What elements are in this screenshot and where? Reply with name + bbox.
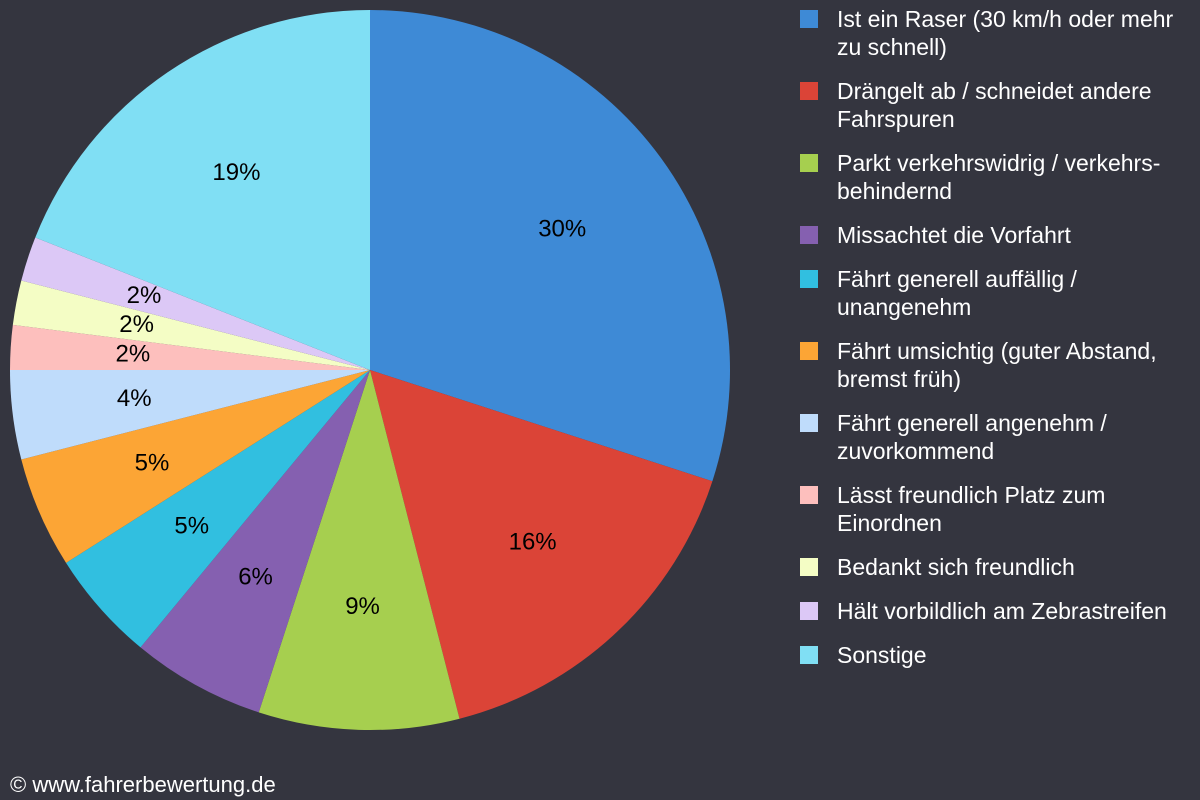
footer: © www.fahrerbewertung.de: [10, 772, 276, 797]
legend-swatch: [800, 558, 818, 576]
legend-item: Hält vorbildlich am Zebrastreifen: [800, 597, 1190, 625]
pie-slice: [21, 370, 371, 563]
legend-label: Sonstige: [837, 642, 927, 668]
legend-label: Fährt umsichtig (guter Abstand, bremst f…: [837, 338, 1157, 392]
pie-slice: [35, 10, 371, 370]
legend-swatch: [800, 602, 818, 620]
data-label: 5%: [135, 450, 170, 477]
legend-item: Fährt generell auffällig / unangenehm: [800, 265, 1190, 321]
legend-label: Bedankt sich freundlich: [837, 554, 1075, 580]
data-label: 2%: [127, 282, 162, 309]
pie-slice: [12, 280, 370, 370]
pie-slice: [258, 370, 460, 731]
legend-label: Missachtet die Vorfahrt: [837, 222, 1071, 248]
legend: Ist ein Raser (30 km/h oder mehr zu schn…: [800, 5, 1190, 669]
legend-swatch: [800, 82, 818, 100]
data-label: 5%: [174, 512, 209, 539]
legend-item: Lässt freundlich Platz zum Einordnen: [800, 481, 1190, 537]
legend-swatch: [800, 414, 818, 432]
legend-item: Fährt umsichtig (guter Abstand, bremst f…: [800, 337, 1190, 393]
legend-item: Drängelt ab / schneidet andere Fahrspure…: [800, 77, 1190, 133]
legend-swatch: [800, 154, 818, 172]
legend-item: Sonstige: [800, 641, 1190, 669]
pie-slice: [370, 10, 731, 482]
legend-label: Fährt generell angenehm / zuvorkommend: [837, 410, 1107, 464]
legend-swatch: [800, 226, 818, 244]
data-label: 16%: [509, 529, 557, 556]
legend-label: Hält vorbildlich am Zebrastreifen: [837, 598, 1167, 624]
pie-slice: [10, 324, 370, 370]
data-label: 9%: [345, 593, 380, 620]
data-label: 6%: [238, 564, 273, 591]
legend-swatch: [800, 10, 818, 28]
legend-item: Ist ein Raser (30 km/h oder mehr zu schn…: [800, 5, 1190, 61]
pie-slice: [370, 370, 713, 719]
data-label: 4%: [117, 385, 152, 412]
pie-slice: [66, 370, 371, 648]
legend-item: Parkt verkehrswidrig / verkehrs-behinder…: [800, 149, 1190, 205]
data-label: 2%: [119, 311, 154, 338]
legend-swatch: [800, 646, 818, 664]
pie-slice: [21, 237, 371, 370]
legend-swatch: [800, 270, 818, 288]
legend-label: Drängelt ab / schneidet andere Fahrspure…: [837, 78, 1152, 132]
legend-label: Parkt verkehrswidrig / verkehrs-behinder…: [837, 150, 1161, 204]
legend-swatch: [800, 342, 818, 360]
legend-item: Fährt generell angenehm / zuvorkommend: [800, 409, 1190, 465]
pie-slice: [10, 370, 370, 460]
data-label: 30%: [538, 216, 586, 243]
legend-label: Fährt generell auffällig / unangenehm: [837, 266, 1077, 320]
chart: 30%16%9%6%5%5%4%2%2%2%19%: [10, 10, 731, 731]
legend-swatch: [800, 486, 818, 504]
legend-item: Missachtet die Vorfahrt: [800, 221, 1190, 249]
legend-label: Ist ein Raser (30 km/h oder mehr zu schn…: [837, 6, 1174, 60]
legend-item: Bedankt sich freundlich: [800, 553, 1190, 581]
legend-label: Lässt freundlich Platz zum Einordnen: [837, 482, 1106, 536]
data-label: 2%: [116, 340, 151, 367]
data-label: 19%: [212, 159, 260, 186]
pie-slice: [140, 370, 370, 713]
